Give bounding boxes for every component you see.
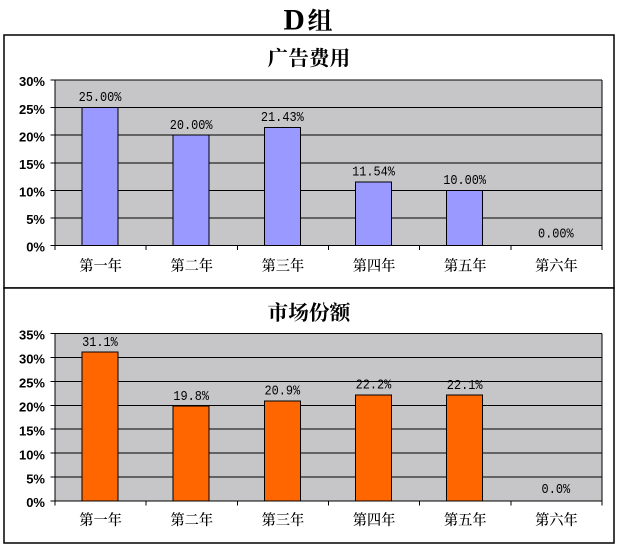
svg-text:30%: 30%	[19, 352, 45, 367]
svg-text:0.00%: 0.00%	[538, 226, 574, 242]
svg-text:20.00%: 20.00%	[170, 117, 213, 133]
svg-text:5%: 5%	[26, 471, 45, 486]
svg-text:10%: 10%	[19, 447, 45, 462]
svg-text:31.1%: 31.1%	[82, 334, 118, 350]
svg-text:25.00%: 25.00%	[79, 89, 122, 105]
svg-text:0.0%: 0.0%	[542, 481, 571, 497]
svg-text:15%: 15%	[19, 157, 45, 172]
svg-text:20%: 20%	[19, 399, 45, 414]
svg-text:5%: 5%	[26, 212, 45, 227]
svg-text:19.8%: 19.8%	[173, 388, 209, 404]
svg-text:20%: 20%	[19, 129, 45, 144]
svg-text:30%: 30%	[19, 74, 45, 89]
svg-text:0%: 0%	[26, 495, 45, 510]
svg-text:20.9%: 20.9%	[264, 383, 300, 399]
svg-text:15%: 15%	[19, 423, 45, 438]
svg-text:10%: 10%	[19, 185, 45, 200]
svg-text:0%: 0%	[26, 240, 45, 255]
svg-text:35%: 35%	[19, 328, 45, 343]
svg-text:10.00%: 10.00%	[443, 172, 486, 188]
svg-text:21.43%: 21.43%	[261, 109, 304, 125]
svg-text:25%: 25%	[19, 102, 45, 117]
svg-text:D: D	[284, 4, 305, 36]
svg-text:22.2%: 22.2%	[356, 377, 392, 393]
svg-text:25%: 25%	[19, 376, 45, 391]
svg-text:11.54%: 11.54%	[352, 164, 395, 180]
svg-text:22.1%: 22.1%	[447, 377, 483, 393]
